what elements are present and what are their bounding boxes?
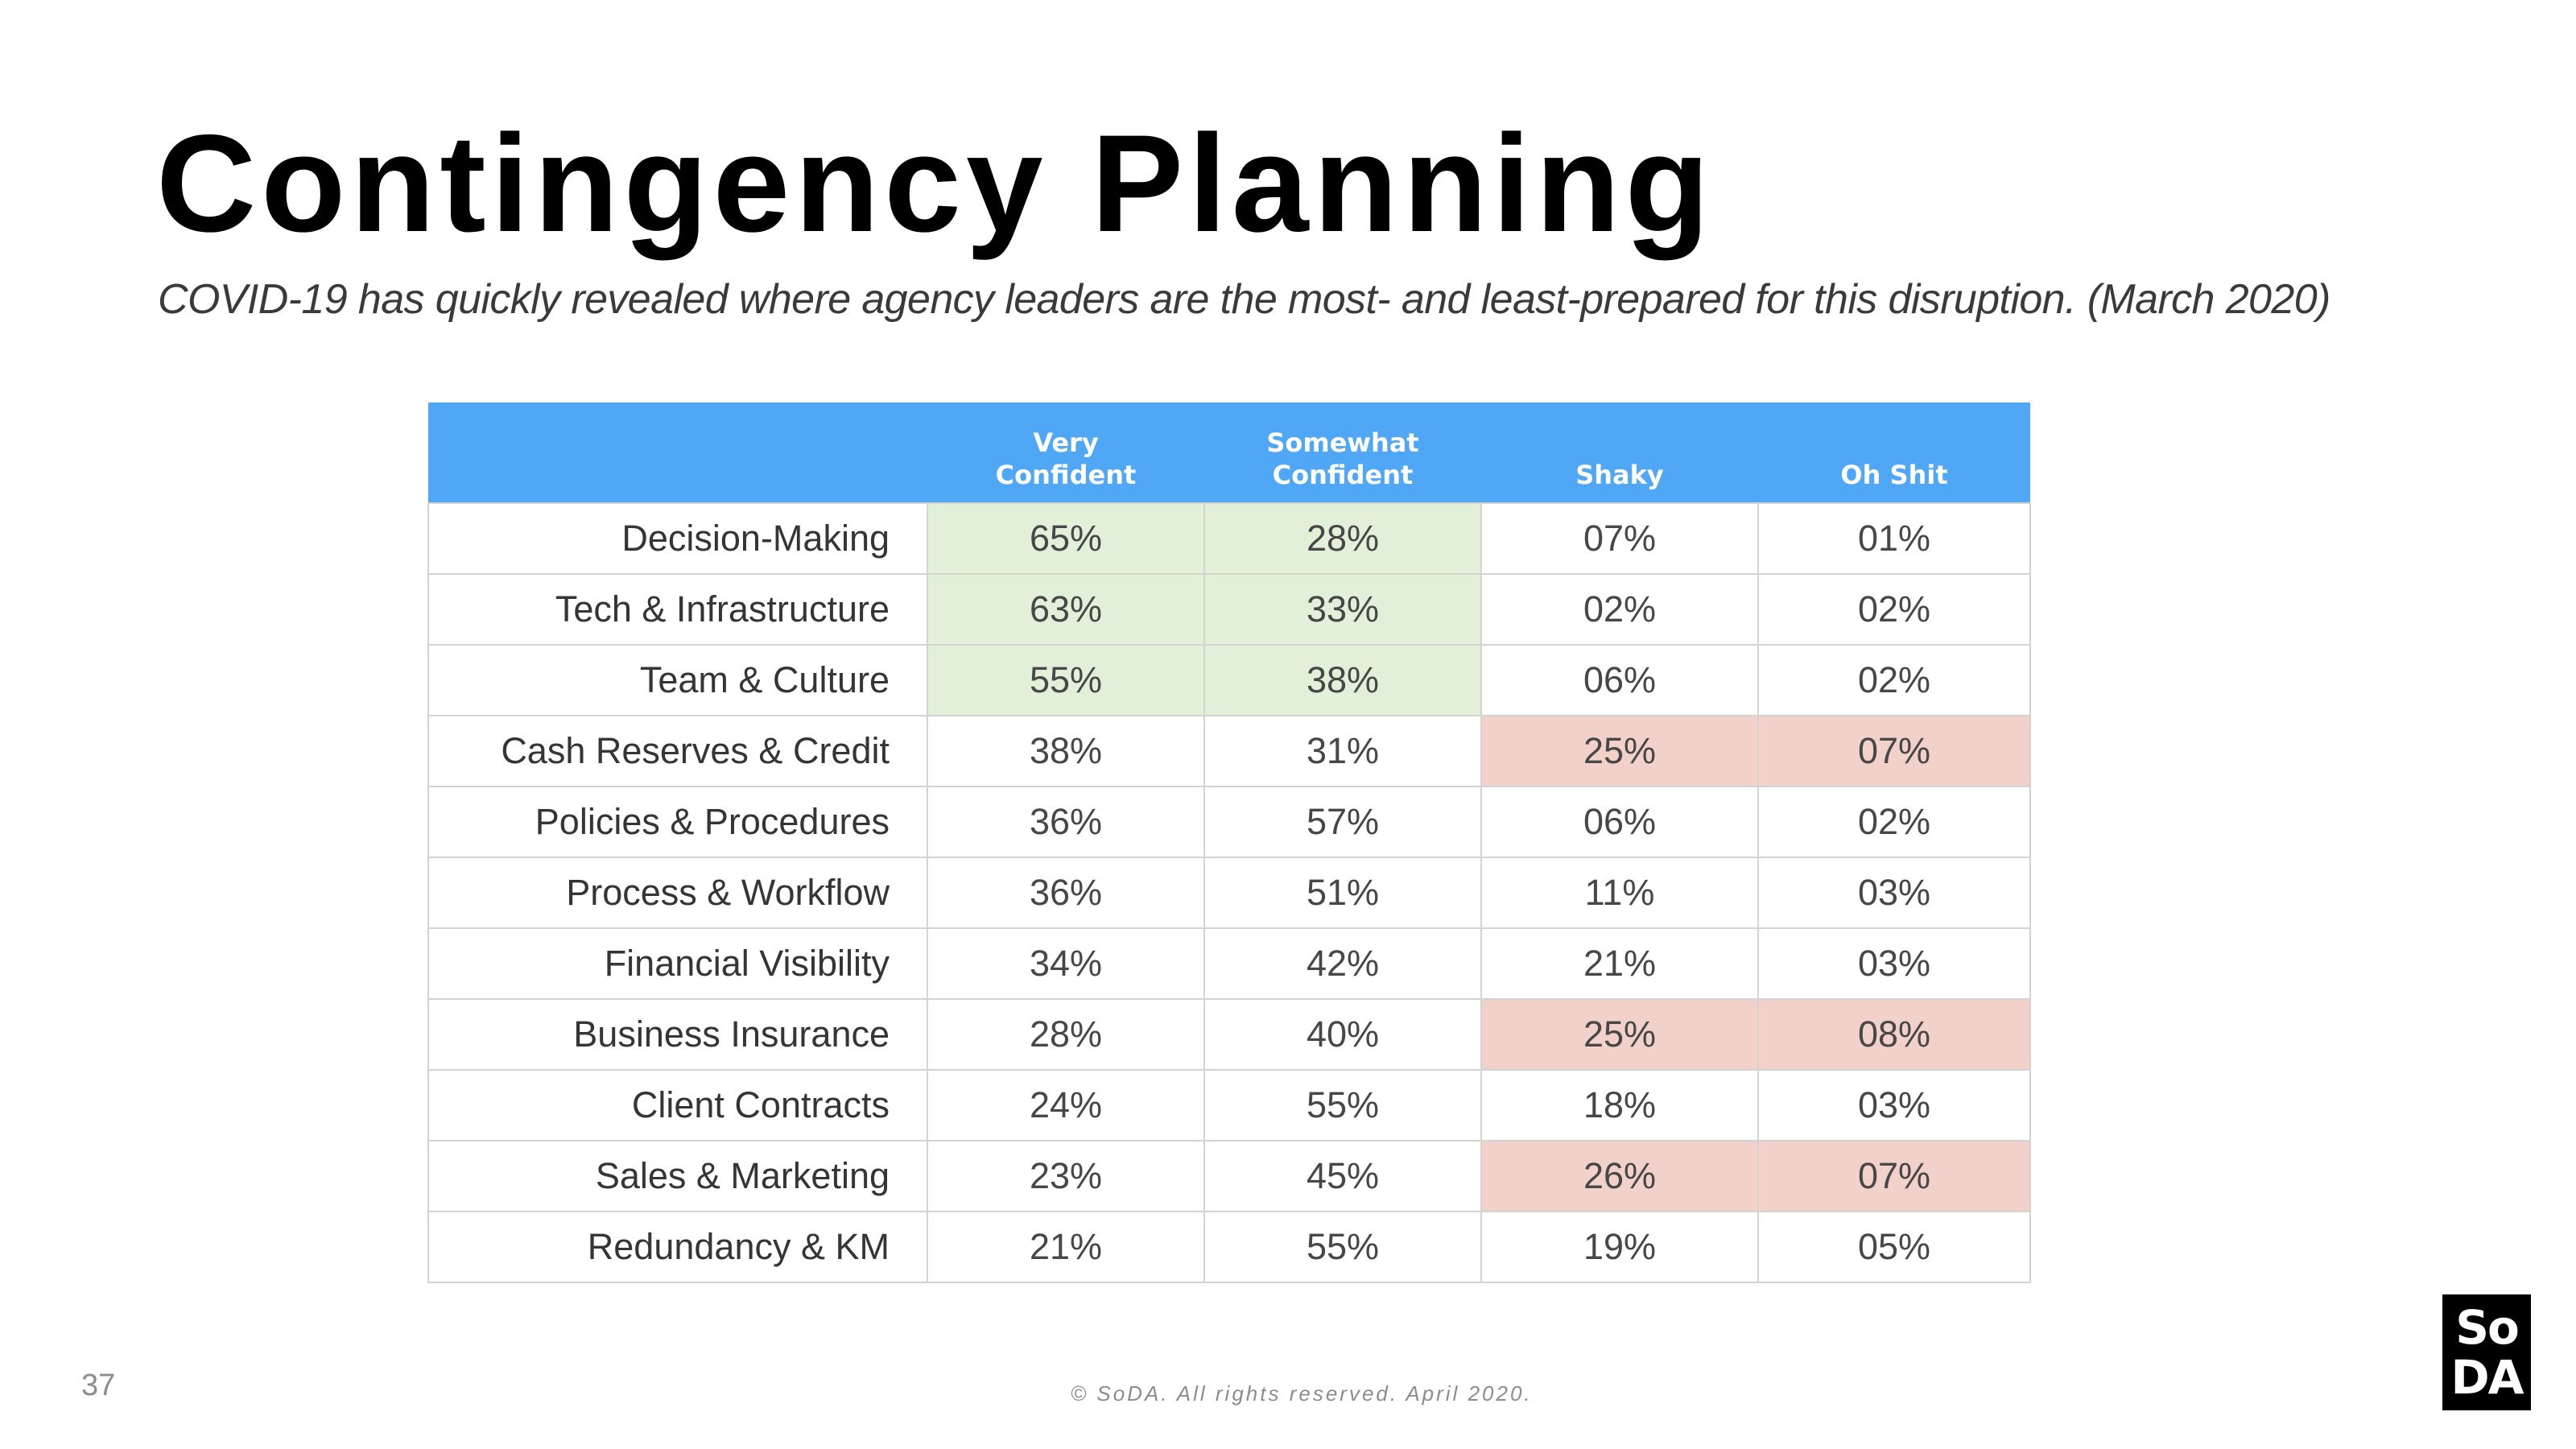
- table-row: Cash Reserves & Credit 38% 31% 25% 07%: [427, 715, 2031, 787]
- value-cell: 28%: [927, 998, 1205, 1071]
- value-cell: 25%: [1480, 998, 1759, 1071]
- column-header: Somewhat Confident: [1204, 402, 1481, 503]
- row-label: Team & Culture: [427, 644, 928, 716]
- value-cell: 03%: [1757, 1069, 2031, 1141]
- value-cell: 55%: [1203, 1211, 1482, 1283]
- table-header-row: Very Confident Somewhat Confident Shaky Oh Sh…: [428, 402, 2030, 503]
- table-row: Team & Culture 55% 38% 06% 02%: [427, 644, 2031, 716]
- value-cell: 06%: [1480, 644, 1759, 716]
- row-label: Process & Workflow: [427, 857, 928, 929]
- value-cell: 51%: [1203, 857, 1482, 929]
- row-label: Decision-Making: [427, 502, 928, 575]
- value-cell: 28%: [1203, 502, 1482, 575]
- header-cell-empty: [428, 402, 927, 503]
- value-cell: 02%: [1480, 573, 1759, 646]
- value-cell: 36%: [927, 857, 1205, 929]
- table-row: Sales & Marketing 23% 45% 26% 07%: [427, 1140, 2031, 1212]
- table-row: Client Contracts 24% 55% 18% 03%: [427, 1069, 2031, 1141]
- value-cell: 02%: [1757, 786, 2031, 858]
- value-cell: 42%: [1203, 927, 1482, 1000]
- value-cell: 21%: [927, 1211, 1205, 1283]
- table-row: Business Insurance 28% 40% 25% 08%: [427, 998, 2031, 1071]
- table-row: Policies & Procedures 36% 57% 06% 02%: [427, 786, 2031, 858]
- value-cell: 57%: [1203, 786, 1482, 858]
- confidence-table: Very Confident Somewhat Confident Shaky Oh Sh…: [427, 402, 2031, 1283]
- column-header: Oh Shit: [1758, 402, 2030, 503]
- value-cell: 24%: [927, 1069, 1205, 1141]
- value-cell: 26%: [1480, 1140, 1759, 1212]
- value-cell: 40%: [1203, 998, 1482, 1071]
- table-row: Tech & Infrastructure 63% 33% 02% 02%: [427, 573, 2031, 646]
- soda-logo: So DA: [2442, 1294, 2531, 1410]
- value-cell: 63%: [927, 573, 1205, 646]
- copyright-footer: © SoDA. All rights reserved. April 2020.: [1071, 1381, 1533, 1406]
- logo-line-1: So: [2455, 1300, 2520, 1355]
- table-row: Process & Workflow 36% 51% 11% 03%: [427, 857, 2031, 929]
- table-row: Redundancy & KM 21% 55% 19% 05%: [427, 1211, 2031, 1283]
- value-cell: 33%: [1203, 573, 1482, 646]
- value-cell: 07%: [1757, 1140, 2031, 1212]
- value-cell: 38%: [1203, 644, 1482, 716]
- row-label: Financial Visibility: [427, 927, 928, 1000]
- value-cell: 07%: [1757, 715, 2031, 787]
- table-row: Decision-Making 65% 28% 07% 01%: [427, 502, 2031, 575]
- value-cell: 45%: [1203, 1140, 1482, 1212]
- value-cell: 25%: [1480, 715, 1759, 787]
- row-label: Cash Reserves & Credit: [427, 715, 928, 787]
- value-cell: 06%: [1480, 786, 1759, 858]
- value-cell: 03%: [1757, 857, 2031, 929]
- value-cell: 55%: [1203, 1069, 1482, 1141]
- value-cell: 05%: [1757, 1211, 2031, 1283]
- column-header: Shaky: [1481, 402, 1758, 503]
- value-cell: 65%: [927, 502, 1205, 575]
- table-row: Financial Visibility 34% 42% 21% 03%: [427, 927, 2031, 1000]
- row-label: Sales & Marketing: [427, 1140, 928, 1212]
- value-cell: 23%: [927, 1140, 1205, 1212]
- value-cell: 11%: [1480, 857, 1759, 929]
- value-cell: 19%: [1480, 1211, 1759, 1283]
- logo-line-2: DA: [2450, 1350, 2524, 1405]
- row-label: Policies & Procedures: [427, 786, 928, 858]
- row-label: Client Contracts: [427, 1069, 928, 1141]
- value-cell: 02%: [1757, 573, 2031, 646]
- page-number: 37: [81, 1368, 116, 1402]
- value-cell: 55%: [927, 644, 1205, 716]
- value-cell: 01%: [1757, 502, 2031, 575]
- column-header: Very Confident: [927, 402, 1204, 503]
- value-cell: 34%: [927, 927, 1205, 1000]
- row-label: Tech & Infrastructure: [427, 573, 928, 646]
- table-body: Decision-Making 65% 28% 07% 01% Tech & Infras…: [427, 502, 2031, 1283]
- value-cell: 36%: [927, 786, 1205, 858]
- row-label: Business Insurance: [427, 998, 928, 1071]
- value-cell: 31%: [1203, 715, 1482, 787]
- value-cell: 21%: [1480, 927, 1759, 1000]
- value-cell: 08%: [1757, 998, 2031, 1071]
- row-label: Redundancy & KM: [427, 1211, 928, 1283]
- value-cell: 03%: [1757, 927, 2031, 1000]
- value-cell: 02%: [1757, 644, 2031, 716]
- value-cell: 07%: [1480, 502, 1759, 575]
- value-cell: 18%: [1480, 1069, 1759, 1141]
- slide-subtitle: COVID-19 has quickly revealed where agen…: [158, 276, 2330, 323]
- value-cell: 38%: [927, 715, 1205, 787]
- slide-title: Contingency Planning: [156, 106, 1715, 261]
